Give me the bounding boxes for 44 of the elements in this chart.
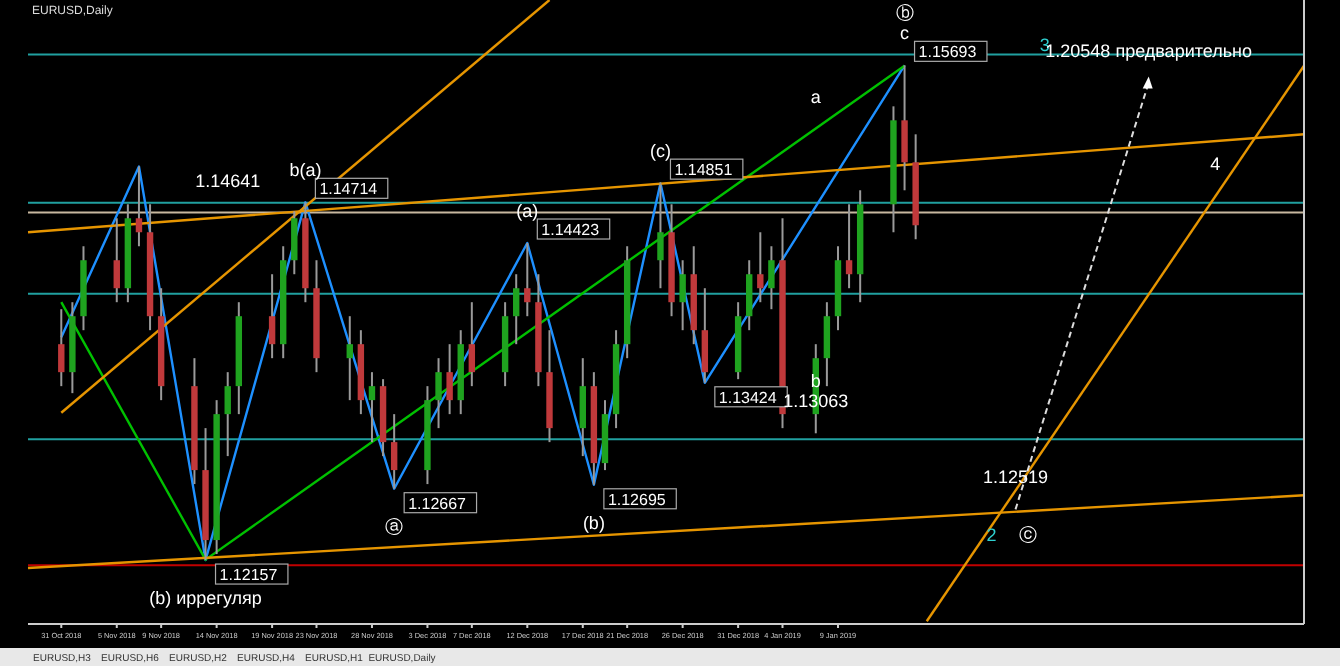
data-label: 1.14714 bbox=[319, 180, 379, 199]
candlestick bbox=[823, 301, 831, 388]
candlestick bbox=[135, 165, 143, 248]
candlestick bbox=[513, 273, 520, 346]
annotation: a bbox=[810, 86, 821, 107]
candlestick bbox=[579, 357, 586, 458]
annotation: (c) bbox=[649, 141, 671, 162]
candlestick bbox=[468, 301, 476, 388]
candlestick bbox=[845, 203, 853, 290]
annotation: ⓒ bbox=[1018, 525, 1037, 546]
annotation: 2 bbox=[986, 525, 997, 546]
data-label: 1.15693 bbox=[918, 43, 978, 62]
candlestick bbox=[346, 315, 353, 402]
candlestick bbox=[113, 217, 120, 304]
annotation: b(a) bbox=[289, 160, 322, 181]
data-label: 1.12667 bbox=[408, 494, 468, 513]
annotation: 4 bbox=[1210, 153, 1221, 174]
annotation: ⓐ bbox=[385, 516, 404, 537]
candlestick bbox=[435, 357, 442, 430]
candlestick bbox=[368, 371, 376, 444]
data-label: 1.14423 bbox=[541, 221, 601, 240]
annotation: c bbox=[900, 23, 911, 44]
candlestick bbox=[768, 245, 775, 311]
data-label: 1.14851 bbox=[674, 161, 734, 180]
candlestick bbox=[446, 343, 453, 416]
annotation: ⓑ bbox=[895, 3, 914, 24]
candlestick bbox=[390, 413, 398, 490]
annotation: (b) bbox=[582, 512, 605, 533]
data-label: 1.13424 bbox=[718, 388, 778, 407]
candlestick bbox=[291, 210, 298, 276]
candlestick bbox=[524, 242, 531, 318]
data-label: 1.12695 bbox=[607, 490, 667, 509]
candlestick bbox=[901, 64, 908, 192]
annotation: 1.14641 bbox=[195, 170, 261, 191]
candlestick bbox=[746, 259, 753, 332]
candlestick bbox=[268, 273, 276, 360]
candlestick bbox=[701, 287, 709, 384]
data-label: 1.12157 bbox=[219, 566, 279, 585]
candlestick bbox=[657, 182, 664, 290]
candlestick bbox=[757, 231, 764, 304]
candlestick bbox=[224, 371, 231, 458]
annotation: (b) иррегуляр bbox=[149, 588, 262, 609]
candlestick bbox=[58, 308, 65, 388]
candlestick bbox=[679, 259, 686, 332]
